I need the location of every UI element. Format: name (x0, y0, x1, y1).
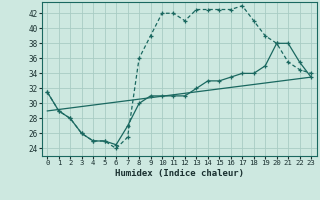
X-axis label: Humidex (Indice chaleur): Humidex (Indice chaleur) (115, 169, 244, 178)
